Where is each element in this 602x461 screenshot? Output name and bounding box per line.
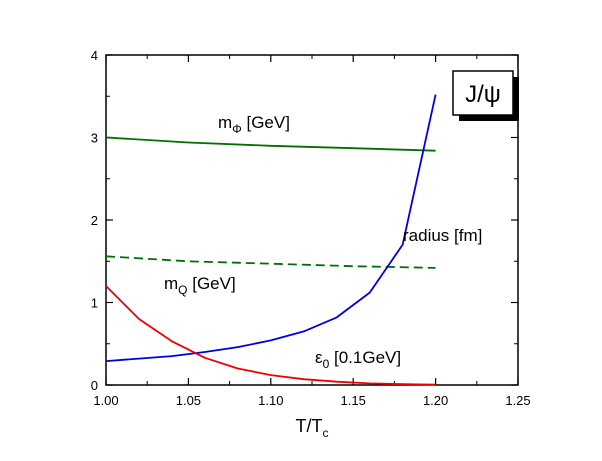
series-line-radius — [105, 94, 437, 362]
x-tick-label: 1.15 — [341, 393, 366, 408]
x-axis-title-sub: c — [323, 426, 329, 440]
x-axis-title-main: T/T — [296, 416, 323, 436]
series-line-m_q — [105, 255, 436, 269]
x-tick-label: 1.05 — [176, 393, 201, 408]
label-epsilon0: ε0 [0.1GeV] — [315, 348, 401, 371]
jpsi-badge-text: J/ψ — [465, 81, 501, 108]
y-tick-label: 3 — [91, 131, 98, 146]
series-line-epsilon0 — [105, 285, 436, 386]
axis-tick-labels: 1.00 1.05 1.10 1.15 1.20 1.25 0 1 2 3 4 — [91, 48, 531, 408]
x-tick-label: 1.10 — [258, 393, 283, 408]
y-tick-label: 2 — [91, 213, 98, 228]
label-m-q: mQ [GeV] — [164, 274, 236, 297]
jpsi-badge-box — [452, 70, 514, 116]
y-tick-label: 1 — [91, 296, 98, 311]
jpsi-badge: J/ψ — [452, 70, 519, 121]
x-tick-label: 1.00 — [93, 393, 118, 408]
series-lines — [105, 94, 437, 386]
x-tick-label: 1.25 — [505, 393, 530, 408]
y-tick-label: 0 — [91, 378, 98, 393]
x-tick-label: 1.20 — [423, 393, 448, 408]
label-radius: radius [fm] — [403, 226, 482, 245]
series-line-m_phi — [105, 136, 436, 152]
x-axis-title: T/Tc — [296, 416, 329, 440]
y-tick-label: 4 — [91, 48, 98, 63]
label-m-phi: mΦ [GeV] — [218, 113, 290, 136]
